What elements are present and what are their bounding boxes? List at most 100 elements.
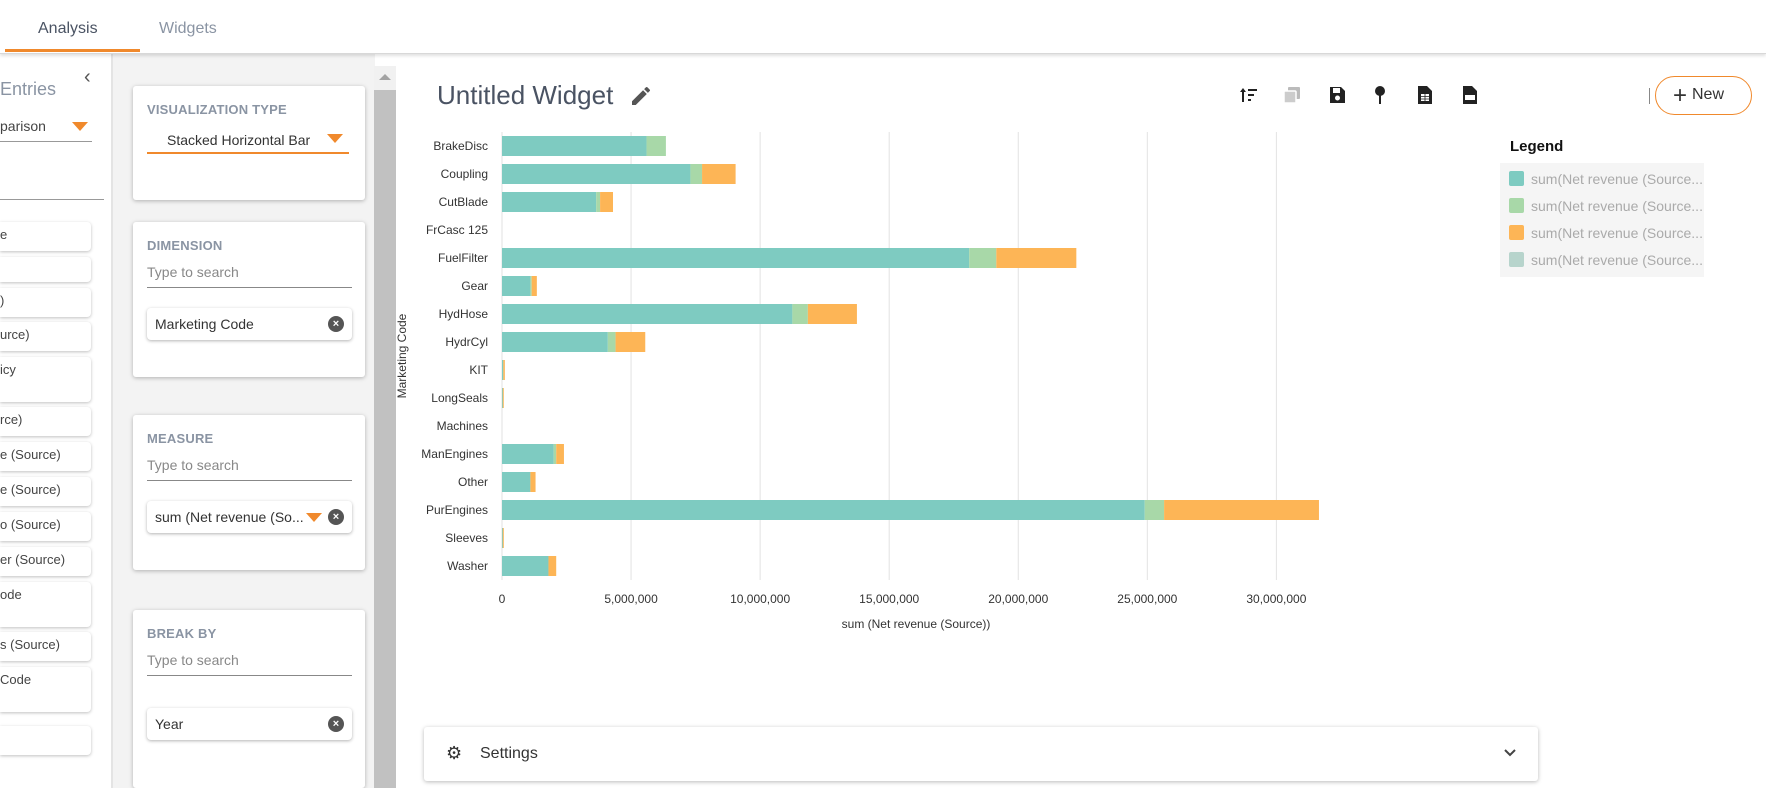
x-tick-label: 15,000,000 — [859, 592, 919, 606]
list-item[interactable]: er (Source) — [0, 547, 91, 576]
list-item[interactable]: o (Source) — [0, 512, 91, 541]
bar-segment[interactable] — [556, 444, 564, 464]
bar-segment[interactable] — [502, 276, 531, 296]
bar-segment[interactable] — [1144, 500, 1165, 520]
bar-segment[interactable] — [807, 304, 857, 324]
legend-item[interactable]: sum(Net revenue (Source... — [1509, 252, 1703, 268]
x-tick-label: 5,000,000 — [604, 592, 658, 606]
legend-item[interactable]: sum(Net revenue (Source... — [1509, 225, 1703, 241]
bar-segment[interactable] — [502, 472, 531, 492]
bar-segment[interactable] — [596, 192, 601, 212]
dropdown-caret-icon[interactable] — [306, 513, 322, 522]
scroll-up-icon[interactable] — [379, 74, 391, 80]
widget-title[interactable]: Untitled Widget — [437, 80, 614, 110]
y-tick-label: Sleeves — [445, 531, 488, 545]
bar-segment[interactable] — [502, 136, 647, 156]
scrollbar-thumb[interactable] — [374, 90, 396, 788]
bar-segment[interactable] — [553, 444, 557, 464]
entries-select-value: parison — [0, 118, 46, 134]
sort-icon[interactable] — [1239, 86, 1259, 104]
bar-segment[interactable] — [702, 164, 736, 184]
bar-segment[interactable] — [969, 248, 997, 268]
x-tick-label: 30,000,000 — [1246, 592, 1306, 606]
bar-segment[interactable] — [502, 360, 504, 380]
bar-segment[interactable] — [502, 500, 1145, 520]
save-icon[interactable] — [1328, 86, 1346, 104]
bar-segment[interactable] — [502, 388, 504, 408]
export-excel-icon[interactable] — [1417, 85, 1433, 105]
y-tick-label: LongSeals — [431, 391, 488, 405]
list-item[interactable]: Code — [0, 667, 91, 712]
collapse-chevron-icon[interactable]: ‹ — [84, 66, 91, 88]
tab-widgets[interactable]: Widgets — [159, 20, 217, 37]
bar-segment[interactable] — [503, 360, 505, 380]
bar-segment[interactable] — [502, 528, 504, 548]
new-widget-button[interactable]: + New — [1655, 76, 1752, 115]
dimension-search-input[interactable]: Type to search — [147, 264, 352, 288]
bar-segment[interactable] — [530, 276, 532, 296]
bar-segment[interactable] — [690, 164, 703, 184]
break-by-search-input[interactable]: Type to search — [147, 652, 352, 676]
dimension-card: DIMENSION Type to search Marketing Code … — [133, 222, 365, 377]
bar-segment[interactable] — [792, 304, 808, 324]
bar-segment[interactable] — [548, 556, 557, 576]
list-item[interactable]: urce) — [0, 322, 91, 351]
bar-segment[interactable] — [502, 332, 608, 352]
bar-segment[interactable] — [530, 472, 536, 492]
bar-segment[interactable] — [1164, 500, 1319, 520]
bar-segment[interactable] — [531, 276, 537, 296]
new-button-label: New — [1692, 86, 1725, 103]
visualization-type-select[interactable]: Stacked Horizontal Bar — [147, 130, 349, 154]
pin-icon[interactable] — [1373, 85, 1387, 105]
entries-select[interactable]: parison — [0, 118, 92, 142]
list-item[interactable]: s (Source) — [0, 632, 91, 661]
config-scrollbar[interactable] — [374, 66, 396, 788]
settings-accordion[interactable]: ⚙ Settings — [424, 727, 1538, 781]
settings-label: Settings — [480, 745, 538, 762]
export-csv-icon[interactable] — [1462, 85, 1478, 105]
y-tick-label: Other — [458, 475, 488, 489]
bar-segment[interactable] — [502, 304, 793, 324]
stacked-bar-chart: 0 5,000,000 10,000,000 15,000,000 20,000,000… — [396, 132, 1319, 631]
bar-segment[interactable] — [502, 556, 549, 576]
edit-pencil-icon[interactable] — [629, 84, 653, 108]
list-item[interactable]: rce) — [0, 407, 91, 436]
bar-segment[interactable] — [996, 248, 1077, 268]
bar-segment[interactable] — [646, 136, 666, 156]
list-item[interactable]: e — [0, 222, 91, 251]
remove-chip-icon[interactable]: × — [328, 716, 344, 732]
tab-analysis[interactable]: Analysis — [38, 20, 98, 37]
remove-chip-icon[interactable]: × — [328, 509, 344, 525]
duplicate-icon[interactable] — [1283, 86, 1301, 104]
legend-swatch — [1509, 171, 1524, 186]
list-item[interactable] — [0, 726, 91, 755]
chart-legend: Legend sum(Net revenue (Source... sum(Ne… — [1500, 129, 1766, 277]
bar-segment[interactable] — [502, 164, 691, 184]
bar-segment[interactable] — [607, 332, 616, 352]
bar-segment[interactable] — [600, 192, 613, 212]
list-item[interactable]: e (Source) — [0, 442, 91, 471]
bar-segment[interactable] — [502, 192, 597, 212]
list-item[interactable] — [0, 257, 91, 282]
bar-segment[interactable] — [502, 528, 503, 548]
measure-chip[interactable]: sum (Net revenue (So... × — [147, 501, 352, 533]
break-by-chip[interactable]: Year × — [147, 708, 352, 740]
bar-segment[interactable] — [502, 444, 554, 464]
list-item[interactable]: ) — [0, 288, 91, 317]
chevron-down-icon[interactable] — [1502, 745, 1518, 761]
remove-chip-icon[interactable]: × — [328, 316, 344, 332]
legend-item[interactable]: sum(Net revenue (Source... — [1509, 171, 1703, 187]
y-axis-title: Marketing Code — [396, 313, 409, 398]
list-item[interactable]: icy — [0, 357, 91, 402]
bar-segment[interactable] — [502, 388, 503, 408]
list-item[interactable]: e (Source) — [0, 477, 91, 506]
list-item[interactable]: ode — [0, 582, 91, 627]
y-tick-label: Coupling — [441, 167, 488, 181]
legend-item[interactable]: sum(Net revenue (Source... — [1509, 198, 1703, 214]
bar-segment[interactable] — [615, 332, 646, 352]
measure-search-input[interactable]: Type to search — [147, 457, 352, 481]
measure-card: MEASURE Type to search sum (Net revenue … — [133, 415, 365, 570]
x-tick-label: 25,000,000 — [1117, 592, 1177, 606]
dimension-chip[interactable]: Marketing Code × — [147, 308, 352, 340]
bar-segment[interactable] — [502, 248, 970, 268]
